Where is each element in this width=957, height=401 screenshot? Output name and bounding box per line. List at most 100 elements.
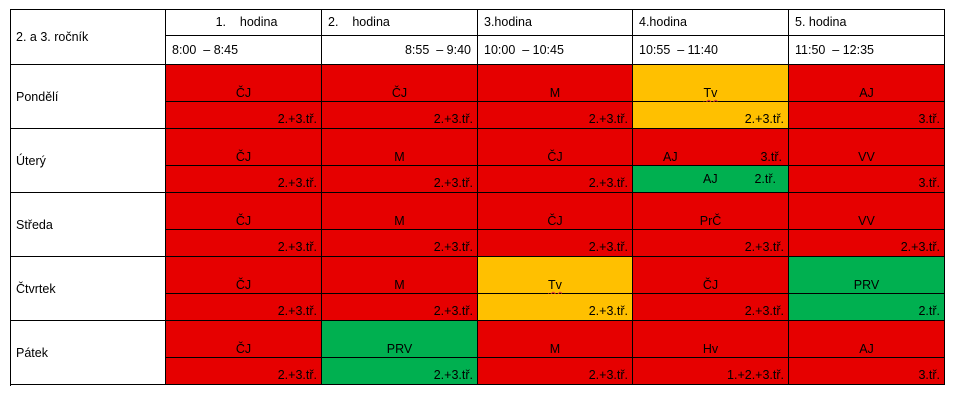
lesson-class-text: 2.+3.tř.	[433, 304, 473, 318]
lesson-class: AJ 2.tř.	[633, 166, 789, 193]
lesson-class: 2.+3.tř.	[166, 102, 322, 129]
lesson-class: 2.+3.tř.	[322, 166, 478, 193]
lesson-class: 3.tř.	[789, 358, 945, 385]
lesson-subject: M	[322, 193, 478, 230]
lesson-class: 2.+3.tř.	[166, 358, 322, 385]
lesson-subject: PrČ	[633, 193, 789, 230]
timetable: 2. a 3. ročník 1. hodina 8:00 – 8:45 2. hod…	[10, 9, 945, 386]
lesson-subject-text: AJ	[663, 150, 678, 164]
lesson-subject-text: PrČ	[699, 214, 722, 228]
lesson-subject: M	[478, 321, 633, 358]
day-name: Středa	[10, 193, 166, 257]
period-name: 5. hodina	[789, 9, 945, 36]
lesson-subject-text: ČJ	[702, 278, 719, 292]
lesson-subject: Hv	[633, 321, 789, 358]
lesson-class-text: 2.+3.tř.	[277, 240, 317, 254]
day-name: Pondělí	[10, 65, 166, 129]
lesson-class-text: 3.tř.	[918, 368, 940, 382]
lesson-class-text: 2.+3.tř.	[277, 304, 317, 318]
period-time: 10:00 – 10:45	[478, 36, 633, 65]
lesson-class-text: 2.+3.tř.	[277, 112, 317, 126]
lesson-class-text: 3.tř.	[918, 112, 940, 126]
lesson-class-text: 2.+3.tř.	[277, 368, 317, 382]
lesson-class-text: 2.+3.tř.	[588, 176, 628, 190]
lesson-class: 2.+3.tř.	[478, 358, 633, 385]
lesson-subject-text: VV	[858, 214, 875, 228]
lesson-subject-text: ČJ	[235, 278, 252, 292]
lesson-class-text: 1.+2.+3.tř.	[727, 368, 784, 382]
lesson-subject-text: ČJ	[391, 86, 408, 100]
lesson-class: 2.+3.tř.	[322, 358, 478, 385]
lesson-class-text: 3.tř.	[918, 176, 940, 190]
lesson-subject: AJ	[789, 65, 945, 102]
lesson-subject-text: AJ	[859, 342, 874, 356]
lesson-subject-text: M	[394, 150, 405, 164]
lesson-class: 3.tř.	[789, 166, 945, 193]
lesson-subject: PRV	[789, 257, 945, 294]
lesson-subject-text: M	[394, 278, 405, 292]
lesson-class: 2.+3.tř.	[322, 294, 478, 321]
lesson-subject: Tv	[633, 65, 789, 102]
lesson-subject-text: PRV	[386, 342, 413, 356]
period-time: 10:55 – 11:40	[633, 36, 789, 65]
lesson-subject-text: ČJ	[547, 214, 563, 228]
lesson-class: 2.+3.tř.	[166, 230, 322, 257]
lesson-class-text: 2.+3.tř.	[588, 240, 628, 254]
period-name: 3.hodina	[478, 9, 633, 36]
lesson-subject: ČJ	[166, 193, 322, 230]
period-time: 8:00 – 8:45	[166, 36, 322, 65]
lesson-subject: ČJ	[633, 257, 789, 294]
period-name: 4.hodina	[633, 9, 789, 36]
period-name: 2. hodina	[322, 9, 478, 36]
lesson-subject-text: Tv	[548, 278, 562, 292]
lesson-class: 2.+3.tř.	[478, 230, 633, 257]
lesson-subject: M	[322, 129, 478, 166]
lesson-class-text: 2.+3.tř.	[744, 304, 784, 318]
lesson-class: 3.tř.	[789, 102, 945, 129]
lesson-class-text: 2.+3.tř.	[588, 304, 628, 318]
day-name: Čtvrtek	[10, 257, 166, 321]
lesson-subject-text: ČJ	[235, 150, 252, 164]
period-time: 11:50 – 12:35	[789, 36, 945, 65]
lesson-subject: ČJ	[478, 129, 633, 166]
lesson-class: 1.+2.+3.tř.	[633, 358, 789, 385]
lesson-class-text: 2.+3.tř.	[900, 240, 940, 254]
lesson-subject: ČJ	[166, 129, 322, 166]
lesson-subject: VV	[789, 129, 945, 166]
lesson-subject-text: M	[394, 214, 405, 228]
lesson-subject: PRV	[322, 321, 478, 358]
lesson-subject: VV	[789, 193, 945, 230]
lesson-class: 2.+3.tř.	[633, 102, 789, 129]
lesson-subject-text: VV	[858, 150, 875, 164]
lesson-subject-text: ČJ	[235, 214, 252, 228]
period-name: 1. hodina	[166, 9, 322, 36]
lesson-class: 2.+3.tř.	[478, 102, 633, 129]
lesson-class-text: 2.+3.tř.	[433, 368, 473, 382]
lesson-subject: AJ	[789, 321, 945, 358]
lesson-subject-text: Hv	[702, 342, 719, 356]
lesson-subject-text: AJ	[703, 172, 718, 186]
lesson-class-text: 2.+3.tř.	[588, 368, 628, 382]
lesson-subject-text: M	[549, 342, 561, 356]
lesson-subject: M	[322, 257, 478, 294]
lesson-subject-text: ČJ	[235, 86, 252, 100]
lesson-subject: ČJ	[166, 257, 322, 294]
lesson-subject-text: Tv	[703, 86, 718, 100]
day-name: Úterý	[10, 129, 166, 193]
lesson-class-text: 3.tř.	[760, 150, 782, 164]
lesson-class-text: 2.+3.tř.	[744, 240, 784, 254]
corner-label: 2. a 3. ročník	[10, 9, 166, 65]
lesson-class: 2.+3.tř.	[478, 166, 633, 193]
lesson-class-text: 2.+3.tř.	[277, 176, 317, 190]
lesson-subject: M	[478, 65, 633, 102]
lesson-class-text: 2.tř.	[754, 172, 776, 186]
lesson-subject-text: M	[549, 86, 561, 100]
lesson-class: 2.+3.tř.	[322, 230, 478, 257]
lesson-class-text: 2.+3.tř.	[433, 240, 473, 254]
lesson-class: 2.+3.tř.	[633, 294, 789, 321]
lesson-class-text: 2.+3.tř.	[433, 112, 473, 126]
lesson-class: 2.tř.	[789, 294, 945, 321]
lesson-class: 2.+3.tř.	[166, 166, 322, 193]
lesson-subject: ČJ	[166, 65, 322, 102]
lesson-subject: Tv	[478, 257, 633, 294]
